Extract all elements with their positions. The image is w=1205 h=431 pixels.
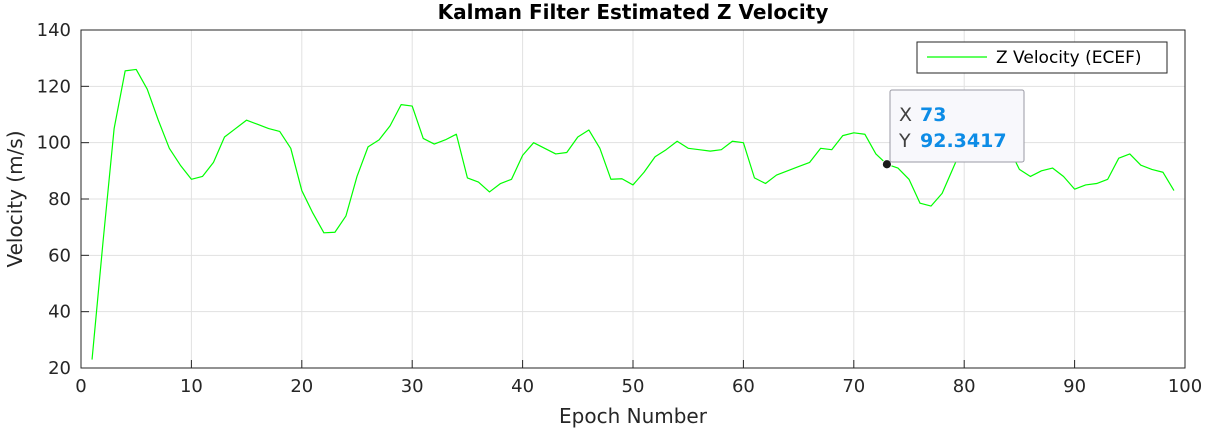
- x-tick-label: 100: [1168, 376, 1202, 397]
- x-axis-label: Epoch Number: [559, 404, 708, 428]
- y-tick-label: 80: [48, 189, 71, 210]
- x-tick-label: 90: [1063, 376, 1086, 397]
- x-tick-label: 40: [511, 376, 534, 397]
- chart-title: Kalman Filter Estimated Z Velocity: [438, 0, 829, 24]
- y-tick-label: 120: [37, 76, 71, 97]
- x-axis: 0 10 20 30 40 50 60 70 80 90 100: [75, 360, 1202, 397]
- legend-label: Z Velocity (ECEF): [996, 48, 1142, 68]
- data-tip-marker[interactable]: [882, 159, 892, 170]
- x-tick-label: 30: [401, 376, 424, 397]
- data-tip[interactable]: X 73 Y 92.3417: [882, 89, 1025, 170]
- data-tip-x-value: 73: [920, 104, 946, 126]
- grid: [81, 30, 1185, 368]
- x-tick-label: 10: [180, 376, 203, 397]
- x-tick-label: 0: [75, 376, 86, 397]
- data-tip-box: [889, 89, 1025, 163]
- y-tick-label: 40: [48, 302, 71, 323]
- data-tip-y-key: Y: [898, 130, 911, 152]
- data-tip-y-value: 92.3417: [920, 130, 1007, 152]
- y-tick-label: 100: [37, 133, 71, 154]
- data-tip-x-key: X: [899, 104, 912, 126]
- x-tick-label: 70: [842, 376, 865, 397]
- legend[interactable]: Z Velocity (ECEF): [916, 41, 1168, 74]
- y-axis-label: Velocity (m/s): [3, 130, 27, 267]
- y-tick-label: 140: [37, 20, 71, 41]
- y-tick-label: 60: [48, 245, 71, 266]
- x-tick-label: 50: [622, 376, 645, 397]
- x-tick-label: 80: [953, 376, 976, 397]
- y-tick-label: 20: [48, 358, 71, 379]
- y-axis: 20 40 60 80 100 120 140: [37, 20, 89, 379]
- x-tick-label: 20: [290, 376, 313, 397]
- x-tick-label: 60: [732, 376, 755, 397]
